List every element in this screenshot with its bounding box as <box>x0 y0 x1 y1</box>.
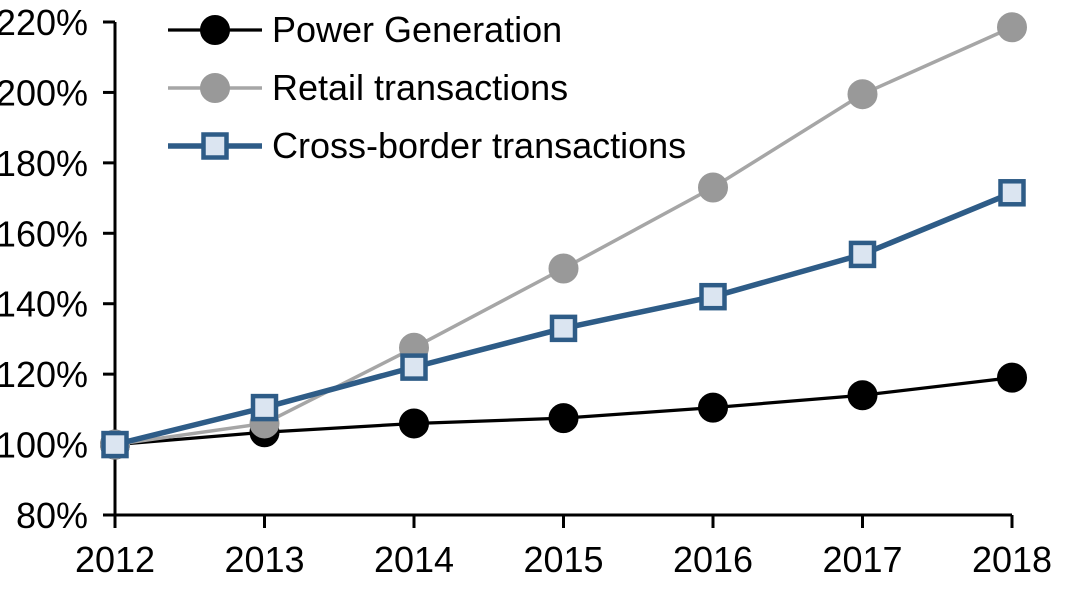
y-tick-label: 100% <box>0 425 88 466</box>
x-tick-label: 2016 <box>673 539 753 580</box>
cross-border-transactions-marker-2018 <box>998 179 1026 207</box>
x-tick-label: 2012 <box>75 539 155 580</box>
x-tick-label: 2014 <box>374 539 454 580</box>
y-tick-label: 200% <box>0 72 88 113</box>
x-tick-label: 2018 <box>972 539 1052 580</box>
y-tick-label: 140% <box>0 284 88 325</box>
power-generation-marker-2017 <box>847 380 878 411</box>
cross-border-transactions-marker-2012 <box>101 430 129 459</box>
power-generation-marker-2018 <box>997 362 1027 393</box>
x-tick-label: 2013 <box>224 539 304 580</box>
retail-transactions-marker-2016 <box>698 172 728 203</box>
x-tick-label: 2015 <box>523 539 603 580</box>
retail-transactions-marker-2015 <box>548 253 579 284</box>
cross-border-transactions-marker-2016 <box>699 282 727 311</box>
cross-border-transactions-marker-2017 <box>848 240 877 269</box>
retail-transactions-marker-2017 <box>847 79 878 110</box>
legend-marker-cross-border-transactions-icon <box>168 132 262 160</box>
legend: Power Generation Retail transactions Cro… <box>168 1 686 175</box>
y-tick-label: 120% <box>0 354 88 395</box>
y-tick-label: 180% <box>0 143 88 184</box>
legend-item-power-generation: Power Generation <box>168 1 686 59</box>
x-tick-label: 2017 <box>822 539 902 580</box>
cross-border-transactions-marker-2013 <box>250 393 279 422</box>
legend-marker-retail-transactions-icon <box>168 73 262 103</box>
legend-item-retail-transactions: Retail transactions <box>168 59 686 117</box>
cross-border-transactions-marker-2014 <box>400 353 428 381</box>
legend-label-cross-border-transactions: Cross-border transactions <box>272 125 687 166</box>
power-generation-marker-2014 <box>399 408 429 439</box>
legend-label-retail-transactions: Retail transactions <box>272 67 569 108</box>
power-generation-marker-2015 <box>548 403 579 434</box>
cross-border-transactions-marker-2015 <box>549 314 578 343</box>
legend-item-cross-border-transactions: Cross-border transactions <box>168 117 686 175</box>
legend-label-power-generation: Power Generation <box>272 9 563 50</box>
y-tick-label: 160% <box>0 213 88 254</box>
power-generation-marker-2016 <box>698 392 728 423</box>
y-tick-label: 80% <box>16 495 88 536</box>
y-tick-label: 220% <box>0 2 88 43</box>
legend-marker-power-generation-icon <box>168 15 262 45</box>
retail-transactions-marker-2018 <box>997 12 1027 43</box>
